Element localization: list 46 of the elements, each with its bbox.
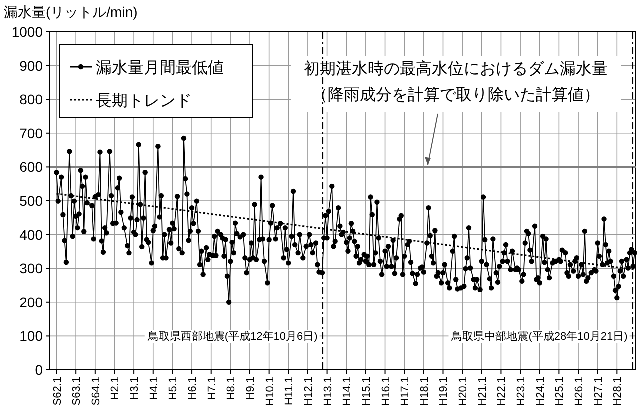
x-tick-label: H20.1 bbox=[458, 377, 470, 406]
y-axis-title: 漏水量(リットル/min) bbox=[4, 4, 138, 20]
x-tick-label: S62.1 bbox=[52, 377, 64, 406]
x-tick-label: H23.1 bbox=[516, 377, 528, 406]
y-tick-label: 700 bbox=[20, 125, 44, 142]
x-tick-label: H18.1 bbox=[418, 377, 431, 406]
x-tick-label: H9.1 bbox=[245, 377, 258, 400]
x-tick-label: H25.1 bbox=[554, 377, 566, 406]
annotation: 鳥取県中部地震(平成28年10月21日) bbox=[450, 330, 628, 344]
x-tick-label: H7.1 bbox=[206, 377, 218, 400]
x-tick-label: H2.1 bbox=[110, 377, 122, 400]
y-tick-label: 900 bbox=[20, 58, 44, 74]
y-tick-label: 500 bbox=[20, 193, 44, 209]
x-tick-label: H28.1 bbox=[612, 377, 624, 406]
x-tick-label: H13.1 bbox=[322, 377, 334, 406]
legend-label: 長期トレンド bbox=[96, 92, 192, 110]
x-tick-label: H24.1 bbox=[534, 377, 547, 406]
x-tick-label: H22.1 bbox=[496, 377, 508, 406]
y-tick-label: 600 bbox=[20, 159, 44, 176]
x-tick-label: H14.1 bbox=[342, 377, 354, 406]
y-tick-label: 800 bbox=[20, 92, 44, 108]
x-tick-label: S64.1 bbox=[90, 377, 102, 406]
x-tick-label: H15.1 bbox=[360, 377, 373, 406]
x-tick-label: H27.1 bbox=[592, 377, 605, 406]
x-tick-label: H19.1 bbox=[438, 377, 450, 406]
x-tick-label: H11.1 bbox=[284, 377, 296, 406]
x-tick-label: H12.1 bbox=[302, 377, 315, 406]
annotation: 鳥取県西部地震(平成12年10月6日) bbox=[146, 330, 318, 344]
x-tick-label: H4.1 bbox=[148, 377, 160, 400]
x-tick-label: H21.1 bbox=[476, 377, 489, 406]
y-tick-label: 200 bbox=[20, 294, 44, 310]
y-tick-label: 0 bbox=[35, 362, 44, 378]
y-tick-label: 1000 bbox=[12, 24, 44, 40]
x-tick-label: H8.1 bbox=[226, 377, 238, 400]
x-tick-label: H5.1 bbox=[168, 377, 180, 400]
legend-label: 漏水量月間最低値 bbox=[96, 59, 224, 77]
x-tick-label: H6.1 bbox=[187, 377, 200, 400]
y-tick-label: 100 bbox=[20, 328, 44, 344]
x-tick-label: H10.1 bbox=[264, 377, 276, 406]
y-tick-label: 400 bbox=[20, 226, 44, 243]
x-tick-label: H3.1 bbox=[129, 377, 142, 400]
x-tick-label: S63.1 bbox=[71, 377, 84, 406]
x-tick-label: H16.1 bbox=[380, 377, 392, 406]
y-tick-label: 300 bbox=[20, 260, 44, 277]
x-tick-label: H17.1 bbox=[400, 377, 412, 406]
x-tick-label: H26.1 bbox=[574, 377, 586, 406]
